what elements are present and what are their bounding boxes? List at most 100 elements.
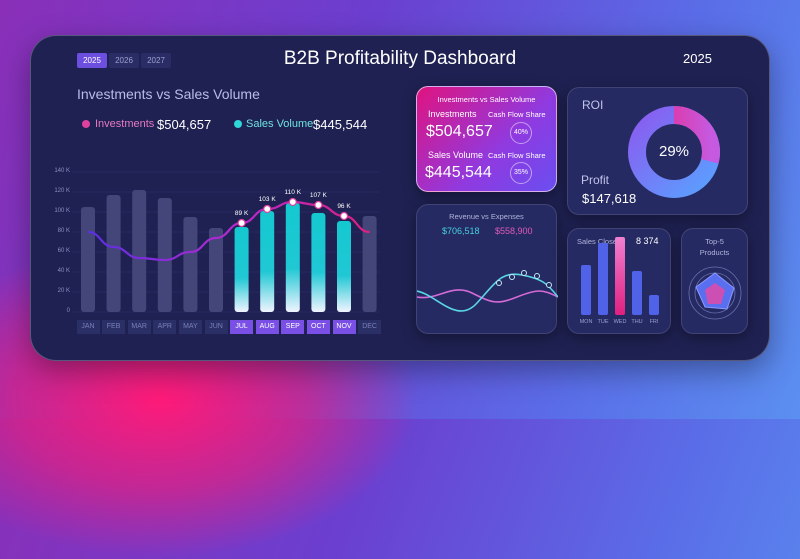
investments-value: $504,657: [426, 123, 493, 140]
revenue-point: [546, 282, 552, 288]
bar-apr[interactable]: [157, 198, 172, 312]
y-tick-label: 60 K: [57, 248, 70, 254]
data-label-nov: 96 K: [337, 203, 351, 210]
investments-legend-dot: [82, 120, 90, 128]
month-tab-sep[interactable]: SEP: [281, 320, 305, 334]
sales-bar-wed[interactable]: [615, 237, 625, 315]
sales-volume-value: $445,544: [425, 164, 492, 181]
chart-title: Investments vs Sales Volume: [77, 86, 260, 102]
investments-legend-value: $504,657: [157, 117, 212, 132]
sales-closed-card: Sales Closed 8 374 MON TUE WED THU FRI: [567, 228, 671, 334]
profit-label: Profit: [581, 173, 610, 187]
revenue-card: Revenue vs Expenses $706,518 $558,900: [416, 204, 558, 334]
sales-legend-dot: [234, 120, 242, 128]
sales-volume-line: [87, 200, 370, 262]
top5-radar-chart: [688, 266, 742, 320]
sales-share-ring: 35%: [510, 162, 532, 184]
revenue-point: [509, 274, 515, 280]
revenue-line: [417, 273, 558, 312]
day-label: WED: [613, 319, 627, 325]
revenue-title: Revenue vs Expenses: [449, 212, 524, 221]
sales-point-sep[interactable]: [288, 197, 297, 207]
investments-card: Investments vs Sales Volume Investments …: [416, 86, 557, 192]
day-label: FRI: [649, 319, 659, 325]
y-tick-label: 40 K: [57, 268, 70, 274]
page-title: B2B Profitability Dashboard: [283, 48, 517, 69]
bar-sep[interactable]: [285, 203, 300, 312]
bar-feb[interactable]: [106, 195, 121, 312]
revenue-value: $706,518: [442, 226, 480, 236]
expenses-line: [417, 289, 558, 303]
revenue-point: [521, 270, 527, 276]
sales-bar-thu[interactable]: [632, 271, 642, 315]
data-label-aug: 103 K: [259, 196, 277, 203]
y-tick-label: 80 K: [57, 228, 70, 234]
sales-closed-value: 8 374: [636, 236, 659, 246]
bar-mar[interactable]: [132, 190, 147, 312]
investments-sales-chart: 89 K 103 K 110 K 107 K 96 K: [72, 171, 380, 313]
sales-bar-tue[interactable]: [598, 243, 608, 315]
y-tick-label: 100 K: [54, 208, 70, 214]
month-tab-may[interactable]: MAY: [178, 320, 202, 334]
top5-title: Top-5 Products: [699, 237, 730, 257]
radar-series-2: [705, 283, 725, 304]
sales-legend-label: Sales Volume: [246, 118, 314, 130]
y-tick-label: 140 K: [54, 168, 70, 174]
bar-aug[interactable]: [260, 211, 275, 312]
month-tab-mar[interactable]: MAR: [127, 320, 151, 334]
data-label-jul: 89 K: [235, 210, 249, 217]
revenue-expenses-chart: [417, 270, 558, 312]
cash-flow-share-label-2: Cash Flow Share: [488, 151, 546, 160]
y-tick-label: 120 K: [54, 188, 70, 194]
profit-value: $147,618: [582, 191, 637, 206]
cash-flow-share-label: Cash Flow Share: [488, 110, 546, 119]
sales-bar-fri[interactable]: [649, 295, 659, 315]
top5-card: Top-5 Products: [681, 228, 748, 334]
sales-point-oct[interactable]: [314, 200, 323, 210]
bar-oct[interactable]: [311, 213, 326, 312]
sales-volume-label: Sales Volume: [428, 150, 484, 160]
revenue-point: [534, 273, 540, 279]
year-label: 2025: [683, 51, 712, 66]
month-tab-jun[interactable]: JUN: [204, 320, 228, 334]
day-label: THU: [631, 319, 643, 325]
month-tab-dec[interactable]: DEC: [358, 320, 382, 334]
month-tab-oct[interactable]: OCT: [306, 320, 330, 334]
sales-bar-mon[interactable]: [581, 265, 591, 315]
donut-roi-segment: [628, 106, 720, 198]
y-tick-label: 20 K: [57, 288, 70, 294]
data-label-oct: 107 K: [310, 192, 328, 199]
day-label: MON: [579, 319, 593, 325]
sales-point-nov[interactable]: [339, 211, 349, 221]
month-tab-aug[interactable]: AUG: [255, 320, 279, 334]
month-tab-jul[interactable]: JUL: [230, 320, 254, 334]
year-tab-2026[interactable]: 2026: [109, 53, 139, 68]
roi-card: ROI 29% Profit $147,618: [567, 87, 748, 215]
investments-legend-label: Investments: [95, 118, 155, 130]
bar-jun[interactable]: [209, 228, 223, 312]
investments-label: Investments: [428, 109, 477, 119]
day-label: TUE: [597, 319, 609, 325]
roi-percent: 29%: [658, 143, 690, 160]
month-tab-apr[interactable]: APR: [153, 320, 177, 334]
revenue-point: [496, 280, 502, 286]
data-label-sep: 110 K: [285, 189, 302, 196]
sales-legend-value: $445,544: [313, 117, 368, 132]
bar-jul[interactable]: [234, 227, 249, 312]
sales-point-jul[interactable]: [237, 218, 246, 228]
month-tab-jan[interactable]: JAN: [76, 320, 100, 334]
bar-may[interactable]: [183, 217, 198, 312]
roi-title: ROI: [582, 98, 604, 112]
sales-point-aug[interactable]: [263, 204, 272, 214]
card-title: Investments vs Sales Volume: [437, 95, 536, 104]
year-tab-2025[interactable]: 2025: [77, 53, 107, 68]
bar-nov[interactable]: [337, 221, 351, 312]
month-tab-nov[interactable]: NOV: [332, 320, 356, 334]
sales-closed-title: Sales Closed: [577, 237, 622, 246]
year-tab-2027[interactable]: 2027: [141, 53, 171, 68]
bar-jan[interactable]: [81, 207, 95, 312]
month-tab-feb[interactable]: FEB: [102, 320, 126, 334]
roi-donut: [628, 106, 720, 198]
bar-dec[interactable]: [362, 216, 377, 312]
expenses-value: $558,900: [495, 226, 533, 236]
